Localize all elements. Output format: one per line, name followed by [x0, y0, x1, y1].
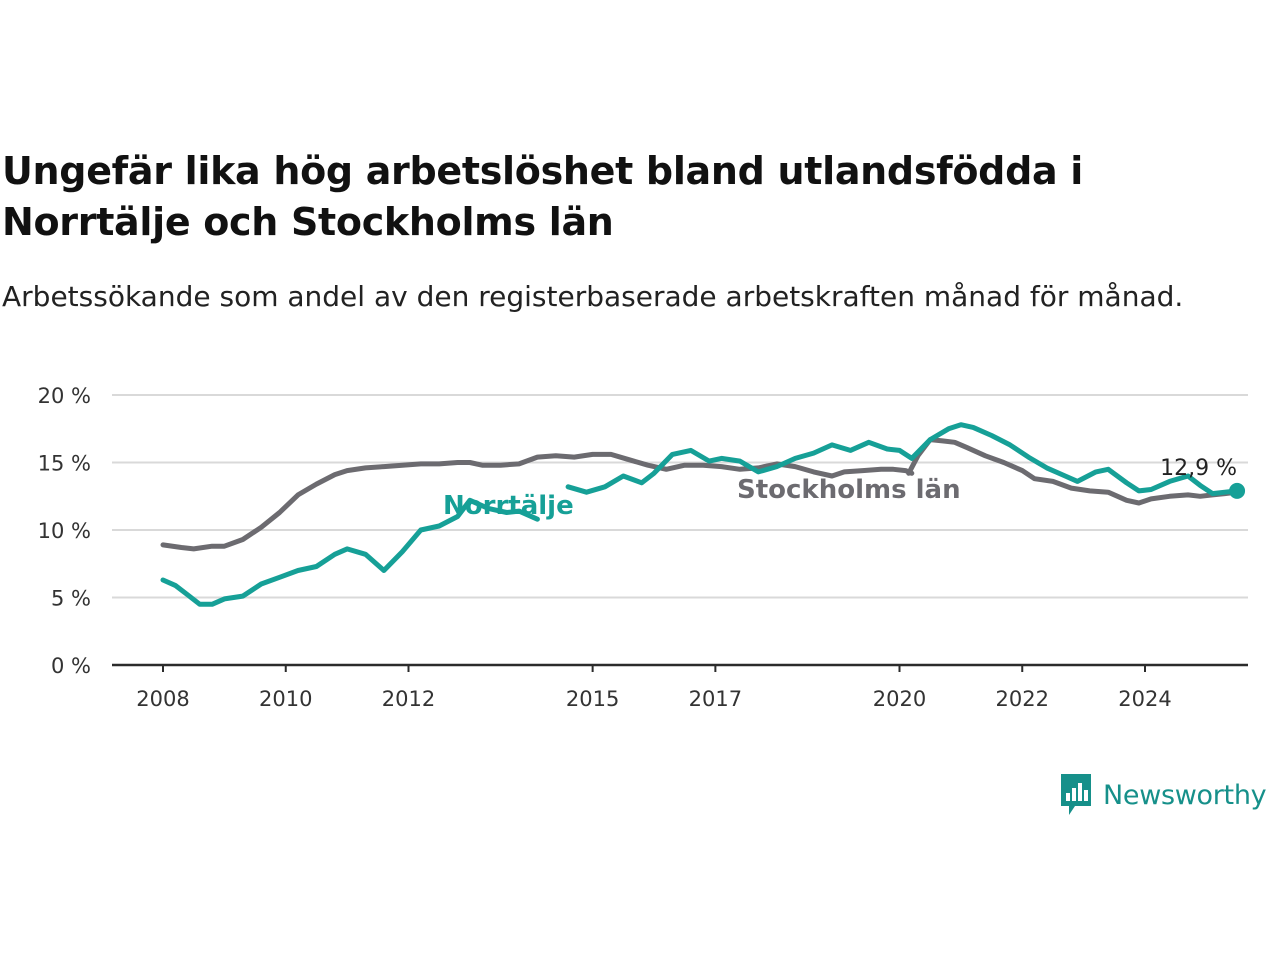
series-lines	[160, 422, 1246, 607]
series-line-stockholm	[160, 451, 915, 552]
x-tick-label: 2010	[259, 687, 312, 711]
end-value-label: 12,9 %	[1160, 456, 1237, 481]
x-axis-ticks: 2008 2010 2012 2015 2017 2020 2022 2024	[136, 665, 1172, 711]
y-axis-ticks: 0 % 5 % 10 % 15 % 20 %	[38, 384, 91, 678]
chart-subtitle: Arbetssökande som andel av den registerb…	[2, 280, 1184, 313]
series-line-stockholm	[906, 437, 1240, 506]
y-tick-label: 20 %	[38, 384, 91, 408]
chart-title: Ungefär lika hög arbetslöshet bland utla…	[2, 149, 1083, 244]
x-tick-label: 2015	[566, 687, 619, 711]
newsworthy-bar-chart-icon	[1061, 774, 1091, 815]
line-chart: 0 %5 %10 %15 %20 % 2008 2010 2012 2015 2017 2…	[38, 384, 1248, 711]
grid-lines	[112, 394, 1248, 599]
series-line-norrtalje	[160, 497, 540, 607]
y-tick-label: 5 %	[51, 587, 91, 611]
series-label-stockholm: Stockholms län	[737, 475, 961, 505]
x-tick-label: 2017	[689, 687, 742, 711]
series-label-norrtalje: Norrtälje	[443, 491, 574, 521]
series-line-norrtalje	[565, 422, 1240, 497]
brand-name: Newsworthy	[1103, 779, 1267, 811]
end-point-marker	[1229, 482, 1246, 499]
x-tick-label: 2020	[873, 687, 926, 711]
y-tick-label: 10 %	[38, 519, 91, 543]
y-tick-label: 0 %	[51, 654, 91, 678]
x-tick-label: 2022	[996, 687, 1049, 711]
series-labels: Norrtälje Stockholms län 12,9 %	[443, 456, 1237, 521]
y-tick-label: 15 %	[38, 452, 91, 476]
x-tick-label: 2012	[382, 687, 435, 711]
x-tick-label: 2008	[136, 687, 189, 711]
brand-logo: Newsworthy	[1059, 772, 1267, 818]
x-tick-label: 2024	[1118, 687, 1171, 711]
